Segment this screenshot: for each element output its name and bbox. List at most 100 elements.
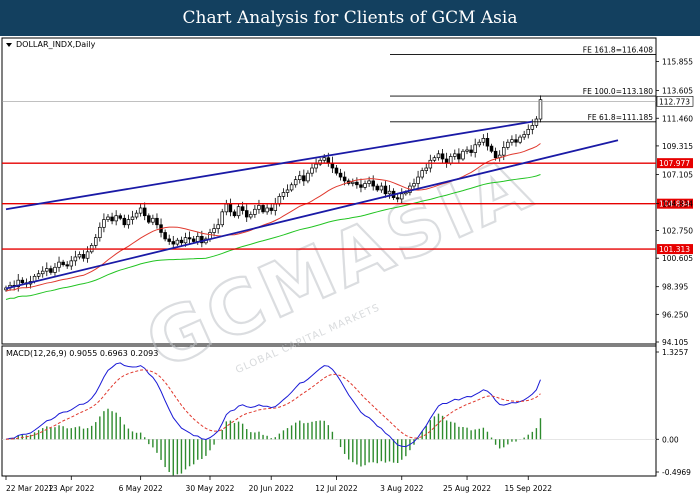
candle-body (114, 215, 118, 222)
candle-body (400, 193, 404, 200)
symbol-label: DOLLAR_INDX,Daily (16, 40, 96, 49)
candle-body (318, 159, 322, 165)
symbol-header: DOLLAR_INDX,Daily (6, 40, 96, 49)
candle-body (208, 232, 212, 240)
candle-body (151, 217, 155, 223)
level-price-tag (657, 198, 693, 209)
candle-body (444, 158, 449, 164)
candle-body (489, 145, 494, 152)
candle-body (240, 206, 245, 211)
price-tick-label: 109.315 (662, 142, 693, 151)
candle-body (383, 185, 388, 195)
level-price-label: 101.313 (659, 245, 690, 254)
candle-body (367, 180, 371, 184)
candle-body (183, 237, 188, 244)
time-tick-label: 13 Apr 2022 (48, 484, 95, 493)
candle-body (285, 189, 290, 193)
candle-body (277, 196, 282, 205)
candle-body (187, 237, 192, 240)
candle-body (126, 219, 131, 226)
candle-body (212, 228, 216, 233)
candle-body (196, 235, 200, 242)
time-tick-label: 30 May 2022 (186, 484, 235, 493)
level-price-tag (657, 244, 693, 255)
candle-body (302, 175, 306, 182)
candle-body (232, 211, 237, 217)
price-chart: GCMASIA GLOBAL CAPITAL MARKETS FE 161.8=… (1, 37, 694, 493)
current-price-tag (656, 96, 694, 107)
axis-layer: 107.977 104.834 101.313 112.773 115.855 113.6… (5, 58, 694, 493)
candle-body (228, 203, 233, 213)
candle-body (465, 149, 469, 152)
macd-tick-label: 1.3257 (662, 348, 688, 357)
price-tick-label: 100.605 (662, 254, 693, 263)
candle-body (167, 238, 171, 242)
level-price-label: 107.977 (659, 159, 690, 168)
candle-body (16, 279, 20, 287)
candle-body (289, 184, 294, 191)
candle-body (387, 190, 392, 195)
candle-body (142, 207, 147, 217)
macd-tick-label: -0.4969 (662, 468, 691, 477)
candle-body (85, 251, 90, 259)
candle-body (477, 141, 482, 146)
chart-title-banner: Chart Analysis for Clients of GCM Asia (0, 0, 700, 36)
price-tick-label: 96.250 (662, 310, 688, 319)
candle-body (534, 118, 539, 126)
price-tick-label: 107.105 (662, 170, 693, 179)
candle-body (506, 141, 510, 148)
candle-body (73, 256, 78, 262)
upper-channel-trendline (5, 120, 533, 211)
macd-tick-label: 0.00 (662, 435, 679, 444)
candle-body (20, 279, 25, 284)
macd-line (5, 362, 541, 448)
current-price-label: 112.773 (659, 97, 690, 106)
candle-body (94, 237, 98, 246)
candle-body (175, 239, 180, 245)
candle-body (322, 157, 326, 161)
candle-body (118, 215, 122, 219)
candle-body (359, 184, 363, 188)
candle-body (375, 185, 380, 191)
candle-body (81, 254, 86, 259)
candle-body (493, 150, 498, 159)
candle-body (510, 139, 514, 143)
price-tick-label: 111.460 (662, 114, 693, 123)
candle-body (485, 138, 490, 147)
candle-body (269, 207, 273, 211)
candle-body (110, 216, 114, 222)
candle-body (265, 207, 269, 213)
candle-body (61, 261, 65, 266)
price-tick-label: 98.395 (662, 283, 688, 292)
price-tick-label: 115.855 (662, 58, 693, 67)
candle-body (448, 156, 453, 164)
time-tick-label: 15 Sep 2022 (504, 484, 552, 493)
candle-body (298, 175, 302, 180)
fibonacci-level-label: FE 100.0=113.180 (583, 87, 653, 96)
lower-channel-trendline (5, 139, 619, 290)
candle-body (249, 214, 253, 218)
candle-body (518, 136, 522, 143)
candle-body (526, 128, 530, 135)
candle-body (363, 183, 367, 188)
candle-body (40, 270, 45, 275)
candle-body (530, 125, 535, 130)
candle-body (440, 153, 445, 160)
candle-body (36, 273, 41, 277)
time-tick-label: 20 Jun 2022 (249, 484, 294, 493)
candle-body (273, 203, 278, 211)
candle-body (106, 216, 110, 220)
candle-body (257, 205, 261, 210)
candle-body (412, 183, 416, 187)
candle-body (502, 147, 506, 156)
chart-area: GCMASIA GLOBAL CAPITAL MARKETS FE 161.8=… (0, 36, 700, 500)
candle-body (424, 167, 428, 171)
candle-body (220, 211, 224, 226)
candle-body (334, 167, 339, 174)
candle-body (65, 264, 69, 267)
candle-body (138, 207, 143, 214)
candle-body (514, 139, 518, 143)
macd-signal-line (5, 369, 541, 440)
dropdown-triangle-icon[interactable] (6, 43, 12, 47)
candle-body (481, 138, 486, 143)
